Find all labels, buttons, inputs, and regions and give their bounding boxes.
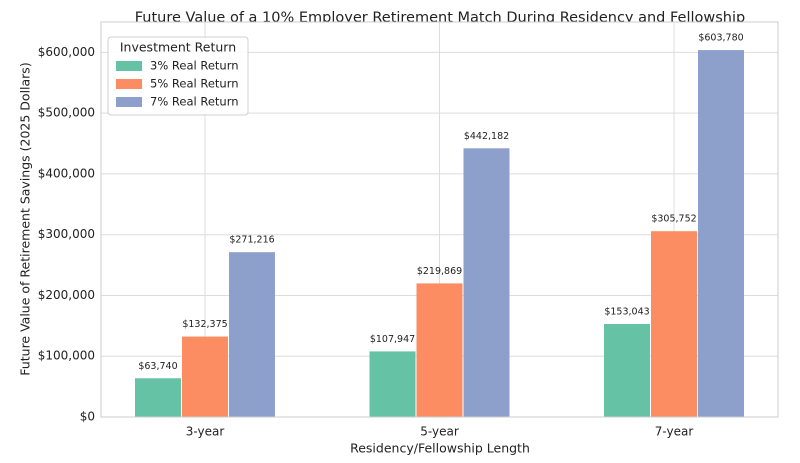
value-label: $271,216 <box>229 235 274 246</box>
x-tick-label: 5-year <box>420 425 459 439</box>
legend-box <box>107 36 249 116</box>
value-label: $153,043 <box>604 306 649 317</box>
y-tick-label: $600,000 <box>38 45 95 59</box>
legend-swatch <box>116 79 142 89</box>
value-label: $132,375 <box>182 319 227 330</box>
y-tick-label: $200,000 <box>38 288 95 302</box>
y-tick-label: $100,000 <box>38 349 95 363</box>
y-tick-label: $500,000 <box>38 106 95 120</box>
bar <box>229 252 275 417</box>
legend-swatch <box>116 61 142 71</box>
value-label: $107,947 <box>370 334 415 345</box>
bar <box>651 231 697 417</box>
legend-label: 5% Real Return <box>150 77 239 91</box>
x-axis-label: Residency/Fellowship Length <box>350 441 530 456</box>
value-label: $219,869 <box>417 266 462 277</box>
bar <box>698 50 744 418</box>
y-tick-label: $300,000 <box>38 227 95 241</box>
legend-swatch <box>116 97 142 107</box>
legend-title: Investment Return <box>120 40 236 55</box>
legend: Investment Return 3% Real Return 5% Real R… <box>107 36 249 116</box>
bar <box>416 283 463 417</box>
value-label: $63,740 <box>138 361 177 372</box>
bar <box>182 336 228 417</box>
bar <box>135 378 181 417</box>
value-label: $305,752 <box>651 214 696 225</box>
x-tick-label: 3-year <box>186 425 225 439</box>
plot-frame <box>100 21 779 418</box>
value-label: $442,182 <box>464 131 509 142</box>
legend-label: 3% Real Return <box>150 59 239 73</box>
y-axis-label: Future Value of Retirement Savings (2025… <box>18 62 33 375</box>
bar <box>369 351 416 417</box>
x-tick-label: 7-year <box>655 425 694 439</box>
bar <box>463 148 510 417</box>
y-tick-label: $400,000 <box>38 166 95 180</box>
bar <box>604 323 650 417</box>
y-tick-label: $0 <box>80 410 95 424</box>
legend-label: 7% Real Return <box>150 95 239 109</box>
value-label: $603,780 <box>698 33 743 44</box>
